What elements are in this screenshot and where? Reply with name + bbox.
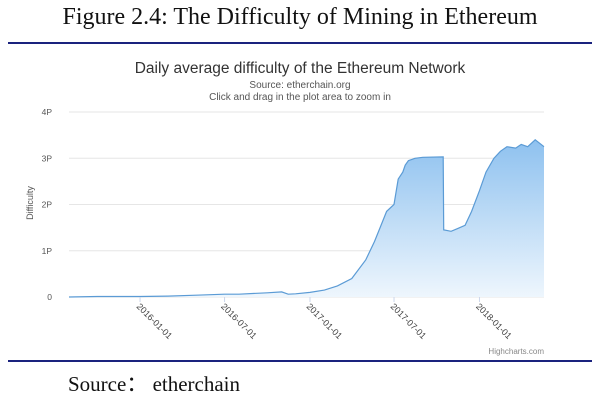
chart-container[interactable]: Daily average difficulty of the Ethereum… xyxy=(0,46,600,358)
x-tick-label: 2017-07-01 xyxy=(389,301,429,341)
y-tick-labels: 0 1P 2P 3P 4P xyxy=(42,107,53,302)
bottom-rule xyxy=(8,360,592,362)
chart-subtitle-hint: Click and drag in the plot area to zoom … xyxy=(209,92,391,103)
y-axis-label: Difficulty xyxy=(25,186,35,220)
difficulty-chart[interactable]: Daily average difficulty of the Ethereum… xyxy=(0,46,600,358)
x-tick-label: 2016-01-01 xyxy=(135,301,175,341)
y-tick-label: 1P xyxy=(42,246,53,256)
x-tick-labels: 2016-01-01 2016-07-01 2017-01-01 2017-07-01… xyxy=(135,297,514,341)
y-tick-label: 0 xyxy=(47,292,52,302)
chart-title: Daily average difficulty of the Ethereum… xyxy=(135,60,466,77)
figure-source: Source： etherchain xyxy=(68,372,241,396)
y-tick-label: 2P xyxy=(42,200,53,210)
chart-subtitle-source: Source: etherchain.org xyxy=(249,80,350,91)
x-tick-label: 2018-01-01 xyxy=(474,301,514,341)
x-tick-label: 2016-07-01 xyxy=(219,301,259,341)
x-tick-label: 2017-01-01 xyxy=(305,301,345,341)
y-tick-label: 4P xyxy=(42,107,53,117)
figure-title: Figure 2.4: The Difficulty of Mining in … xyxy=(62,4,538,30)
difficulty-area xyxy=(69,139,544,297)
difficulty-line xyxy=(68,139,545,298)
y-tick-label: 3P xyxy=(42,153,53,163)
top-rule xyxy=(8,42,592,44)
highcharts-credit[interactable]: Highcharts.com xyxy=(488,347,544,356)
